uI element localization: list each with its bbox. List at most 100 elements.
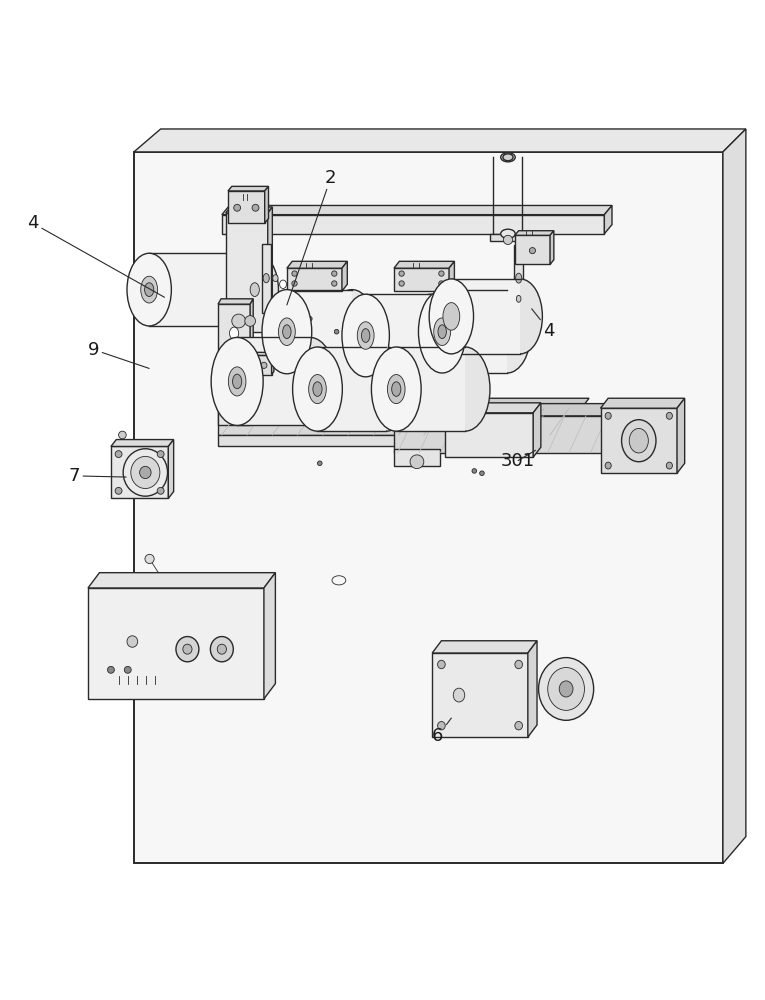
- Ellipse shape: [272, 275, 278, 282]
- Polygon shape: [723, 129, 746, 863]
- Ellipse shape: [350, 328, 354, 332]
- Ellipse shape: [498, 279, 542, 354]
- Polygon shape: [250, 299, 253, 425]
- Ellipse shape: [139, 466, 151, 479]
- Polygon shape: [272, 352, 274, 375]
- Polygon shape: [442, 290, 507, 373]
- Text: 301: 301: [501, 450, 536, 470]
- Ellipse shape: [410, 455, 424, 469]
- Polygon shape: [218, 435, 581, 446]
- Polygon shape: [149, 253, 256, 326]
- Ellipse shape: [261, 362, 267, 368]
- Polygon shape: [264, 573, 275, 699]
- Ellipse shape: [317, 461, 322, 466]
- Polygon shape: [449, 261, 454, 291]
- Ellipse shape: [516, 253, 521, 260]
- Polygon shape: [394, 404, 629, 416]
- Polygon shape: [111, 440, 174, 446]
- Polygon shape: [342, 261, 347, 291]
- Polygon shape: [228, 186, 269, 191]
- Ellipse shape: [434, 318, 451, 345]
- Ellipse shape: [292, 281, 298, 286]
- Polygon shape: [287, 268, 342, 291]
- Polygon shape: [262, 244, 271, 313]
- Ellipse shape: [119, 431, 126, 439]
- Polygon shape: [394, 449, 440, 466]
- Ellipse shape: [230, 327, 239, 339]
- Polygon shape: [601, 398, 685, 408]
- Ellipse shape: [503, 154, 513, 161]
- Polygon shape: [515, 235, 550, 264]
- Ellipse shape: [440, 347, 490, 431]
- Polygon shape: [550, 231, 554, 264]
- Polygon shape: [445, 413, 533, 457]
- Text: 6: 6: [432, 718, 451, 745]
- Polygon shape: [218, 299, 253, 304]
- Ellipse shape: [283, 325, 291, 339]
- Polygon shape: [287, 261, 347, 268]
- Polygon shape: [432, 653, 528, 737]
- Ellipse shape: [145, 554, 154, 563]
- Ellipse shape: [233, 374, 242, 389]
- Ellipse shape: [509, 331, 516, 340]
- Ellipse shape: [107, 666, 115, 673]
- Ellipse shape: [361, 347, 412, 431]
- Polygon shape: [265, 186, 269, 223]
- Ellipse shape: [500, 229, 516, 238]
- Ellipse shape: [640, 404, 646, 412]
- Polygon shape: [394, 261, 454, 268]
- Ellipse shape: [131, 456, 160, 489]
- Text: 9: 9: [88, 341, 149, 368]
- Polygon shape: [533, 403, 541, 457]
- Ellipse shape: [230, 388, 239, 401]
- Ellipse shape: [515, 721, 522, 730]
- Ellipse shape: [361, 329, 369, 342]
- Polygon shape: [528, 641, 537, 737]
- Polygon shape: [515, 231, 554, 235]
- Ellipse shape: [234, 362, 240, 368]
- Ellipse shape: [250, 283, 259, 297]
- Text: 2: 2: [287, 169, 337, 305]
- Ellipse shape: [236, 393, 242, 399]
- Polygon shape: [604, 205, 612, 234]
- Ellipse shape: [278, 318, 295, 345]
- Polygon shape: [228, 191, 265, 223]
- Ellipse shape: [234, 253, 278, 326]
- Ellipse shape: [539, 658, 594, 720]
- Ellipse shape: [622, 420, 656, 462]
- Ellipse shape: [438, 271, 444, 276]
- Ellipse shape: [116, 451, 122, 458]
- Ellipse shape: [211, 337, 263, 425]
- Ellipse shape: [292, 347, 343, 431]
- Ellipse shape: [357, 322, 374, 349]
- Ellipse shape: [245, 316, 256, 326]
- Ellipse shape: [232, 314, 246, 328]
- Ellipse shape: [284, 337, 336, 425]
- Ellipse shape: [334, 329, 339, 334]
- Ellipse shape: [559, 681, 573, 697]
- Polygon shape: [230, 352, 274, 355]
- Ellipse shape: [228, 367, 246, 396]
- Ellipse shape: [308, 316, 312, 321]
- Polygon shape: [222, 205, 612, 215]
- Polygon shape: [677, 398, 685, 473]
- Polygon shape: [451, 279, 520, 354]
- Polygon shape: [168, 440, 174, 498]
- Ellipse shape: [438, 660, 445, 669]
- Polygon shape: [134, 129, 746, 152]
- Polygon shape: [432, 641, 537, 653]
- Ellipse shape: [263, 274, 269, 283]
- Text: 7: 7: [69, 467, 126, 485]
- Ellipse shape: [515, 660, 522, 669]
- Ellipse shape: [605, 462, 611, 469]
- Polygon shape: [88, 588, 264, 699]
- Ellipse shape: [387, 375, 405, 404]
- Ellipse shape: [443, 303, 460, 330]
- Ellipse shape: [127, 636, 138, 647]
- Ellipse shape: [157, 487, 164, 494]
- Ellipse shape: [407, 294, 454, 377]
- Ellipse shape: [183, 644, 192, 654]
- Text: 4: 4: [28, 214, 164, 297]
- Ellipse shape: [483, 290, 531, 373]
- Ellipse shape: [116, 487, 122, 494]
